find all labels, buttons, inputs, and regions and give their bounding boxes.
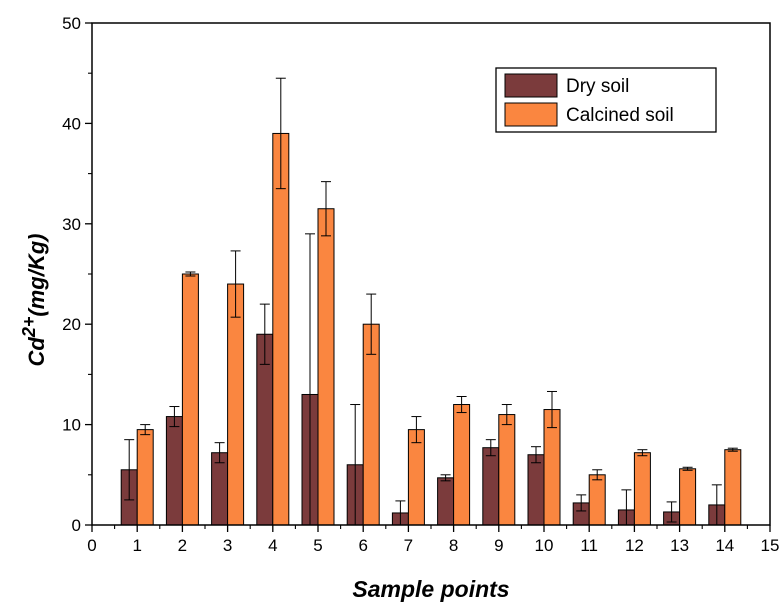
x-tick-label-9: 9 <box>494 536 503 555</box>
x-tick-label-15: 15 <box>761 536 780 555</box>
bar-calcined-soil-11 <box>588 474 606 526</box>
bar-dry-soil-3 <box>211 452 229 526</box>
error-bar-calcined-soil-1 <box>140 424 151 436</box>
y-tick-label-50: 50 <box>62 14 81 33</box>
y-axis-title-base: Cd <box>24 337 49 367</box>
y-tick-label-10: 10 <box>62 416 81 435</box>
x-tick-label-8: 8 <box>449 536 458 555</box>
bar-calcined-soil-3 <box>227 283 245 526</box>
x-tick-label-12: 12 <box>625 536 644 555</box>
x-tick-label-13: 13 <box>670 536 689 555</box>
error-bar-dry-soil-4 <box>259 303 270 365</box>
y-axis-ticks: 0 10 20 30 40 50 <box>62 14 92 535</box>
error-bar-dry-soil-11 <box>576 494 587 512</box>
bar-dry-soil-8 <box>437 477 455 526</box>
error-bar-dry-soil-10 <box>531 446 541 464</box>
bar-dry-soil-10 <box>527 454 545 526</box>
error-bar-calcined-soil-8 <box>456 395 467 414</box>
error-bar-calcined-soil-10 <box>547 390 557 429</box>
x-tick-label-3: 3 <box>223 536 232 555</box>
bar-group <box>120 132 742 526</box>
y-tick-label-20: 20 <box>62 315 81 334</box>
legend-swatch-dry-soil <box>504 73 558 98</box>
x-tick-label-6: 6 <box>358 536 367 555</box>
error-bar-dry-soil-1 <box>124 439 135 501</box>
y-tick-label-40: 40 <box>62 114 81 133</box>
legend: Dry soil Calcined soil <box>495 67 717 133</box>
error-bar-calcined-soil-6 <box>366 293 377 355</box>
x-tick-label-7: 7 <box>404 536 413 555</box>
x-axis-ticks: 0 1 2 3 4 5 6 7 8 9 10 11 12 13 14 15 <box>87 525 779 555</box>
error-bar-dry-soil-3 <box>214 442 225 464</box>
y-tick-label-30: 30 <box>62 215 81 234</box>
error-bar-calcined-soil-7 <box>411 416 422 444</box>
x-tick-label-2: 2 <box>178 536 187 555</box>
x-tick-label-10: 10 <box>535 536 554 555</box>
legend-swatch-calcined-soil <box>504 102 558 127</box>
x-tick-label-14: 14 <box>715 536 734 555</box>
error-bar-calcined-soil-5 <box>321 181 331 237</box>
error-bar-dry-soil-13 <box>666 501 677 523</box>
x-axis-title: Sample points <box>352 576 509 602</box>
error-bar-calcined-soil-11 <box>592 469 603 481</box>
bar-calcined-soil-9 <box>498 414 516 526</box>
y-axis-title-superscript: 2+ <box>19 316 39 338</box>
bar-calcined-soil-5 <box>317 208 335 526</box>
bar-calcined-soil-13 <box>679 468 697 526</box>
error-bar-calcined-soil-12 <box>637 449 648 457</box>
error-bar-calcined-soil-2 <box>185 271 196 277</box>
y-axis-title: Cd2+(mg/Kg) <box>19 234 49 367</box>
error-bar-calcined-soil-4 <box>275 77 286 190</box>
bar-calcined-soil-2 <box>181 273 199 526</box>
x-tick-label-4: 4 <box>268 536 277 555</box>
error-bar-dry-soil-9 <box>485 439 496 457</box>
legend-label-dry-soil: Dry soil <box>566 76 629 97</box>
error-bar-calcined-soil-14 <box>727 447 738 452</box>
error-bar-dry-soil-8 <box>440 474 451 482</box>
bar-calcined-soil-14 <box>724 449 742 526</box>
bar-calcined-soil-8 <box>453 404 471 526</box>
x-tick-label-1: 1 <box>132 536 141 555</box>
x-tick-label-5: 5 <box>313 536 322 555</box>
error-bar-calcined-soil-3 <box>230 250 241 318</box>
bar-calcined-soil-1 <box>136 429 154 526</box>
bar-calcined-soil-7 <box>407 429 425 526</box>
y-tick-label-0: 0 <box>72 516 81 535</box>
bar-dry-soil-2 <box>165 416 183 526</box>
x-tick-label-11: 11 <box>580 536 598 555</box>
bar-calcined-soil-12 <box>633 452 651 526</box>
error-bar-calcined-soil-9 <box>501 404 512 426</box>
x-tick-label-0: 0 <box>87 536 96 555</box>
y-axis-title-unit: (mg/Kg) <box>24 234 49 317</box>
bar-calcined-soil-4 <box>272 132 290 526</box>
error-bar-calcined-soil-13 <box>682 466 693 471</box>
legend-label-calcined-soil: Calcined soil <box>566 105 674 126</box>
bar-dry-soil-9 <box>482 447 500 526</box>
error-bar-dry-soil-2 <box>169 406 180 428</box>
